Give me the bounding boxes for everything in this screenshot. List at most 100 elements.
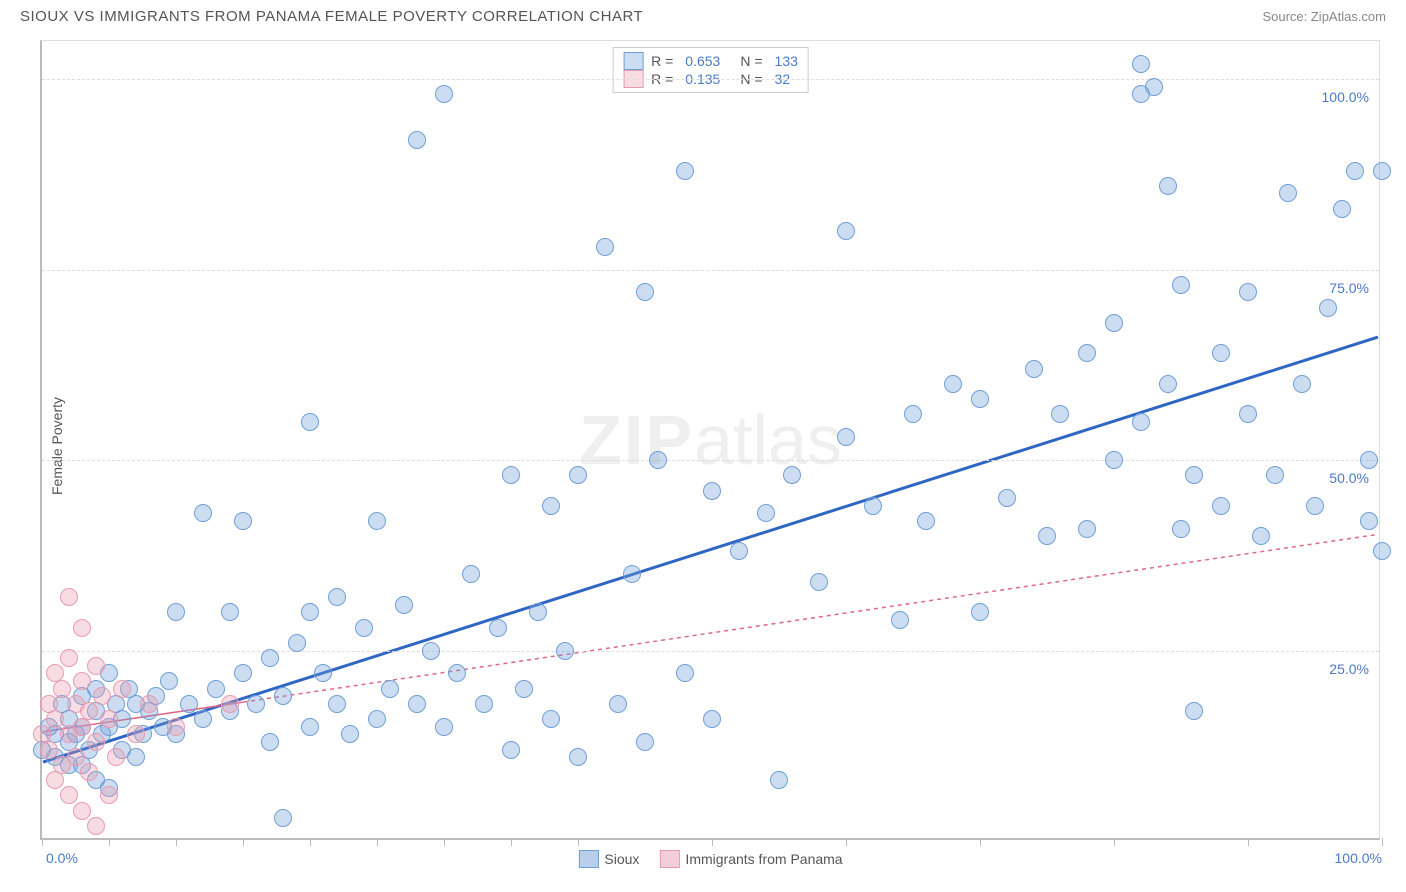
data-point [623,565,641,583]
x-tick [1114,838,1115,846]
data-point [462,565,480,583]
data-point [408,695,426,713]
data-point [1159,375,1177,393]
data-point [194,504,212,522]
x-tick [243,838,244,846]
data-point [502,466,520,484]
data-point [649,451,667,469]
data-point [46,710,64,728]
x-tick [1382,838,1383,846]
data-point [1346,162,1364,180]
data-point [1145,78,1163,96]
chart-header: SIOUX VS IMMIGRANTS FROM PANAMA FEMALE P… [0,0,1406,29]
data-point [489,619,507,637]
data-point [1279,184,1297,202]
data-point [515,680,533,698]
data-point [40,741,58,759]
data-point [448,664,466,682]
data-point [1132,413,1150,431]
data-point [1333,200,1351,218]
source-attribution: Source: ZipAtlas.com [1262,9,1386,24]
data-point [636,733,654,751]
data-point [261,733,279,751]
data-point [703,482,721,500]
scatter-chart: ZIPatlas R =0.653N =133R =0.135N =32 Sio… [40,40,1380,840]
legend-r-label: R = [651,53,673,69]
data-point [107,748,125,766]
data-point [971,390,989,408]
legend-swatch [659,850,679,868]
data-point [757,504,775,522]
data-point [1185,702,1203,720]
data-point [703,710,721,728]
data-point [676,664,694,682]
trend-line-extend [243,534,1378,702]
y-tick-label: 100.0% [1322,89,1369,105]
x-tick [712,838,713,846]
trend-line [43,337,1378,762]
data-point [810,573,828,591]
data-point [221,695,239,713]
data-point [770,771,788,789]
data-point [1360,512,1378,530]
data-point [140,695,158,713]
y-tick-label: 50.0% [1329,470,1369,486]
data-point [87,657,105,675]
data-point [596,238,614,256]
data-point [837,222,855,240]
data-point [93,687,111,705]
data-point [569,466,587,484]
data-point [1306,497,1324,515]
data-point [167,718,185,736]
data-point [1373,162,1391,180]
data-point [73,802,91,820]
data-point [314,664,332,682]
gridline [42,651,1379,652]
data-point [1373,542,1391,560]
data-point [288,634,306,652]
legend-r-value: 0.653 [685,53,720,69]
data-point [1212,497,1230,515]
x-tick [176,838,177,846]
data-point [422,642,440,660]
x-tick [578,838,579,846]
x-tick [980,838,981,846]
data-point [60,649,78,667]
data-point [274,809,292,827]
data-point [1172,520,1190,538]
data-point [167,603,185,621]
data-point [80,763,98,781]
data-point [1132,55,1150,73]
y-tick-label: 25.0% [1329,661,1369,677]
chart-title: SIOUX VS IMMIGRANTS FROM PANAMA FEMALE P… [20,8,643,25]
data-point [1185,466,1203,484]
x-tick [1248,838,1249,846]
data-point [368,710,386,728]
data-point [904,405,922,423]
data-point [730,542,748,560]
legend-row: R =0.653N =133 [623,52,798,70]
data-point [1078,520,1096,538]
data-point [53,680,71,698]
data-point [435,85,453,103]
data-point [127,725,145,743]
data-point [944,375,962,393]
data-point [113,680,131,698]
data-point [234,664,252,682]
data-point [67,748,85,766]
x-tick [444,838,445,846]
data-point [100,786,118,804]
legend-item: Sioux [578,850,639,868]
source-name: ZipAtlas.com [1311,9,1386,24]
gridline [42,270,1379,271]
data-point [408,131,426,149]
data-point [1105,314,1123,332]
data-point [301,603,319,621]
x-tick [846,838,847,846]
data-point [87,817,105,835]
gridline [42,460,1379,461]
x-tick-label: 0.0% [46,850,78,866]
legend-swatch [623,52,643,70]
data-point [676,162,694,180]
data-point [127,748,145,766]
